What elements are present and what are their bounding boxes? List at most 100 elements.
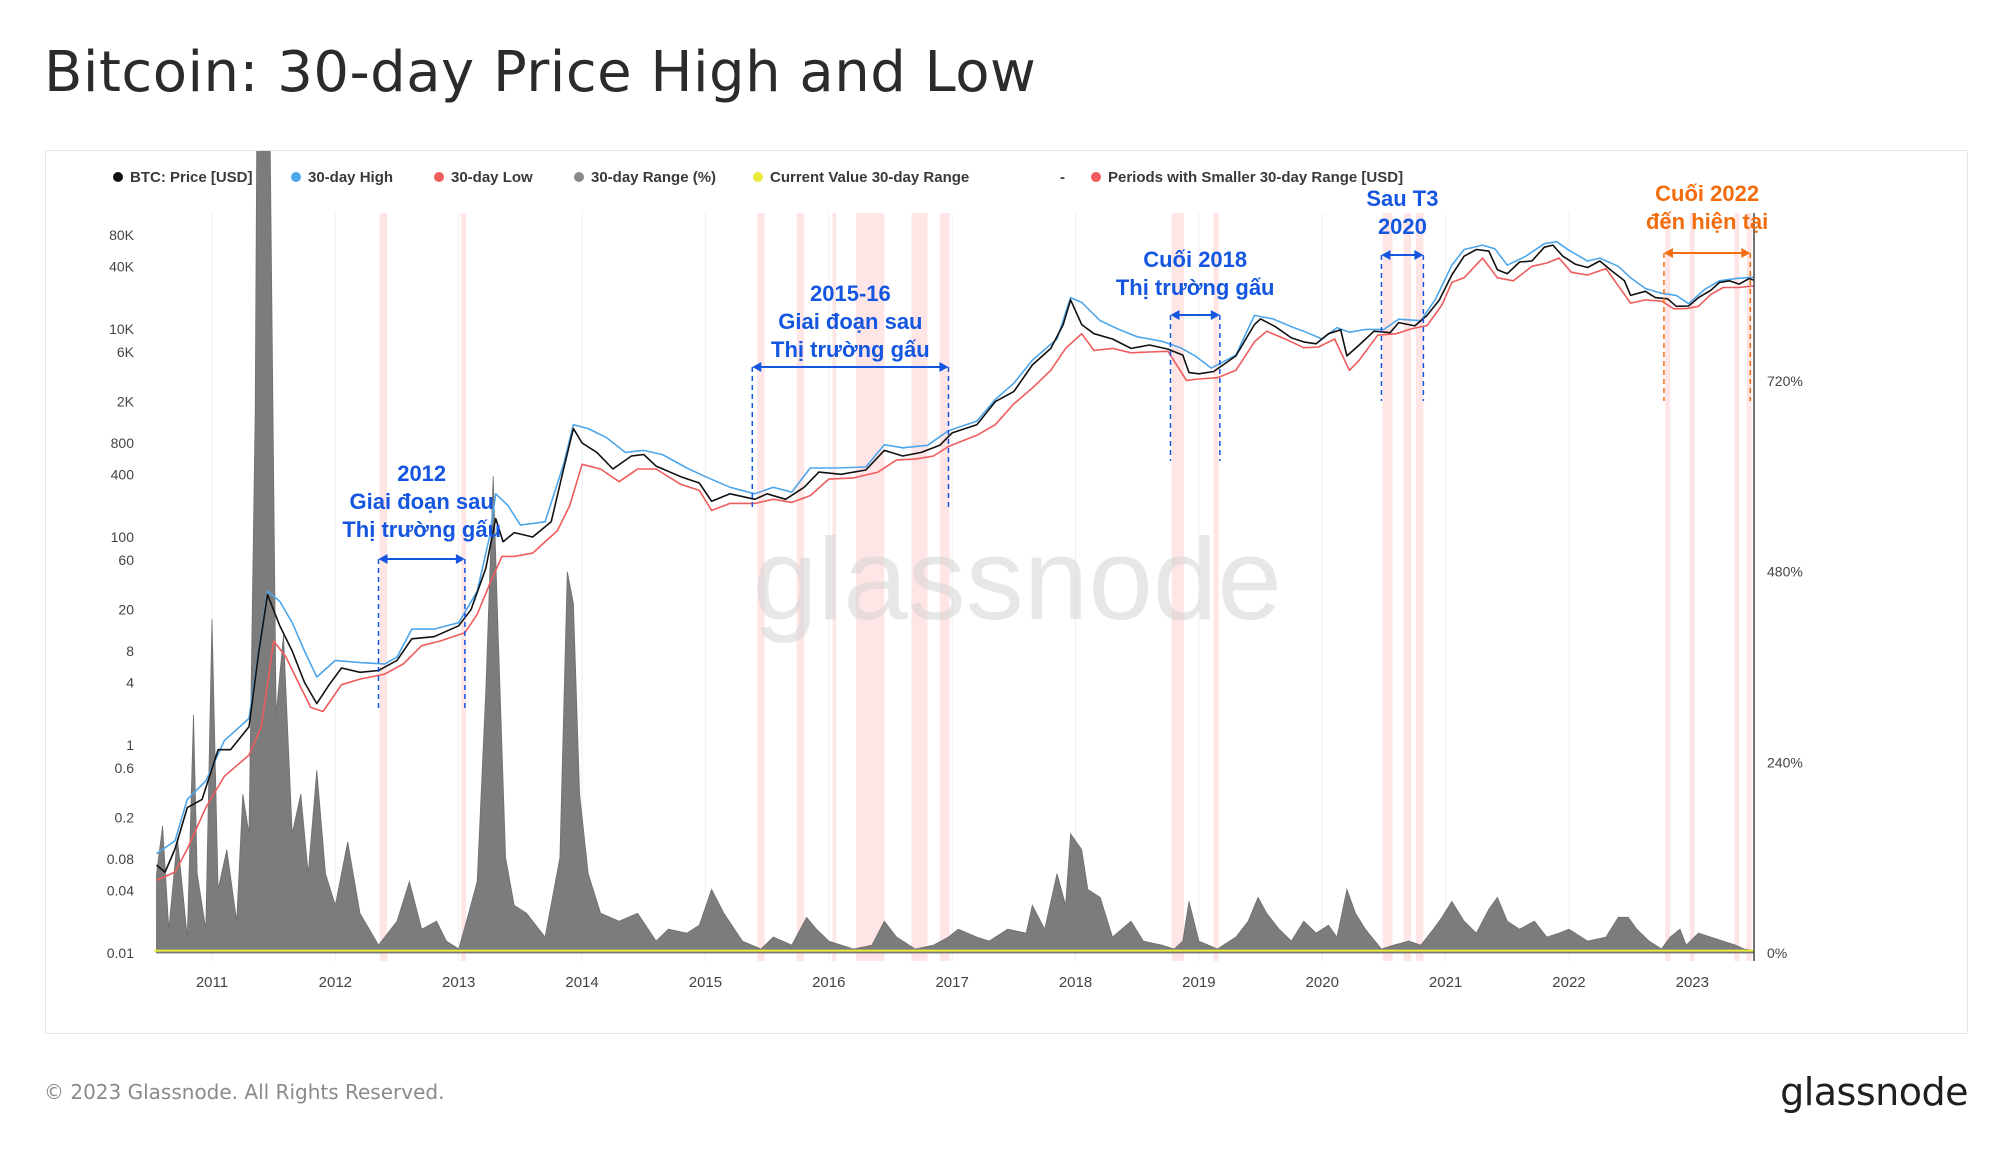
x-tick-label: 2020 (1306, 974, 1339, 991)
y-right-tick-label: 480% (1767, 564, 1803, 580)
y-right-tick-label: 0% (1767, 945, 1787, 961)
legend-label: Periods with Smaller 30-day Range [USD] (1108, 169, 1403, 186)
period-band (939, 213, 950, 961)
period-band (1213, 213, 1219, 961)
legend-label: - (1060, 169, 1065, 186)
x-tick-label: 2018 (1059, 974, 1092, 991)
y-left-tick-label: 40K (109, 258, 135, 274)
annotation-arrowhead (1741, 248, 1751, 258)
range-layer (154, 0, 1755, 954)
legend-marker (574, 172, 584, 182)
annotation-text: Thị trường gấu (342, 517, 501, 542)
annotation-text: 2020 (1378, 214, 1427, 239)
price-lines (155, 240, 1755, 882)
range-area (156, 0, 1755, 954)
high-line (156, 240, 1755, 855)
annotation-text: Cuối 2022 (1655, 181, 1759, 206)
y-left-tick-label: 0.6 (115, 760, 135, 776)
y-left-tick-label: 400 (111, 466, 135, 482)
y-left-tick-label: 0.2 (115, 810, 135, 826)
annotation-text: đến hiện tại (1646, 209, 1768, 234)
period-band (1734, 213, 1740, 961)
legend-marker (753, 172, 763, 182)
legend-label: BTC: Price [USD] (130, 169, 253, 186)
annotation-arrowhead (752, 362, 762, 372)
annotation-arrowhead (1381, 250, 1391, 260)
x-tick-label: 2017 (935, 974, 968, 991)
period-band (796, 213, 805, 961)
period-band (1415, 213, 1424, 961)
brand-logo: glassnode (1780, 1070, 1968, 1114)
y-left-tick-label: 1 (126, 737, 134, 753)
legend-marker (434, 172, 444, 182)
period-band (461, 213, 467, 961)
period-band (1171, 213, 1185, 961)
chart-svg: BTC: Price [USD] 30-day High 30-day Low 30-… (107, 0, 1803, 991)
legend: BTC: Price [USD] 30-day High 30-day Low 30-… (113, 169, 1403, 186)
axes: 2011 2012 2013 2014 2015 2016 2017 2018 2019 2020… (107, 213, 1803, 991)
legend-label: 30-day High (308, 169, 393, 186)
y-left-tick-label: 8 (126, 643, 134, 659)
legend-label: 30-day Range (%) (591, 169, 716, 186)
annotation-arrowhead (1414, 250, 1424, 260)
y-left-tick-label: 20 (118, 602, 134, 618)
annotation-arrowhead (939, 362, 949, 372)
period-band (855, 213, 885, 961)
annotation-arrowhead (378, 554, 388, 564)
annotation-arrowhead (1210, 310, 1220, 320)
legend-label: 30-day Low (451, 169, 533, 186)
period-band (379, 213, 388, 961)
period-band (911, 213, 928, 961)
legend-label: Current Value 30-day Range (770, 169, 969, 186)
y-left-tick-label: 60 (118, 552, 134, 568)
period-band (1403, 213, 1412, 961)
y-right-tick-label: 720% (1767, 373, 1803, 389)
y-left-tick-label: 100 (111, 529, 135, 545)
annotation-text: Giai đoạn sau (350, 489, 494, 514)
y-left-tick-label: 800 (111, 435, 135, 451)
x-tick-label: 2022 (1552, 974, 1585, 991)
low-line (156, 257, 1755, 882)
annotation-arrowhead (455, 554, 465, 564)
y-left-tick-label: 0.08 (107, 851, 134, 867)
legend-marker (291, 172, 301, 182)
period-band (1382, 213, 1393, 961)
x-tick-label: 2016 (812, 974, 845, 991)
y-right-tick-label: 240% (1767, 754, 1803, 770)
watermark: glassnode (753, 514, 1282, 644)
y-left-tick-label: 0.04 (107, 882, 134, 898)
y-left-tick-label: 80K (109, 227, 135, 243)
price-line (155, 244, 1755, 873)
annotations: 2012 Giai đoạn sau Thị trường gấu 2015-16 Gi… (342, 181, 1768, 711)
x-tick-label: 2011 (196, 974, 228, 991)
period-band (832, 213, 837, 961)
annotation-text: Sau T3 (1366, 186, 1438, 211)
y-left-tick-label: 2K (117, 394, 135, 410)
annotation-text: 2012 (397, 461, 446, 486)
x-tick-label: 2019 (1182, 974, 1215, 991)
x-tick-label: 2023 (1676, 974, 1709, 991)
annotation-text: 2015-16 (810, 281, 891, 306)
y-left-tick-label: 6K (117, 344, 135, 360)
x-tick-label: 2012 (319, 974, 352, 991)
period-band (1746, 213, 1752, 961)
y-left-tick-label: 10K (109, 321, 135, 337)
annotation-text: Thị trường gấu (771, 337, 930, 362)
period-band (1665, 213, 1671, 961)
annotation-text: Giai đoạn sau (778, 309, 922, 334)
x-tick-label: 2015 (689, 974, 722, 991)
x-tick-label: 2013 (442, 974, 475, 991)
x-tick-label: 2021 (1429, 974, 1462, 991)
annotation-arrowhead (1663, 248, 1673, 258)
period-band (1689, 213, 1695, 961)
copyright: © 2023 Glassnode. All Rights Reserved. (44, 1080, 445, 1104)
legend-marker (113, 172, 123, 182)
annotation-text: Thị trường gấu (1116, 275, 1275, 300)
y-left-tick-label: 4 (126, 674, 134, 690)
periods-layer (379, 213, 1752, 961)
y-left-tick-label: 0.01 (107, 945, 134, 961)
period-band (757, 213, 765, 961)
page-title: Bitcoin: 30-day Price High and Low (44, 40, 1037, 105)
x-tick-label: 2014 (565, 974, 598, 991)
annotation-arrowhead (1170, 310, 1180, 320)
